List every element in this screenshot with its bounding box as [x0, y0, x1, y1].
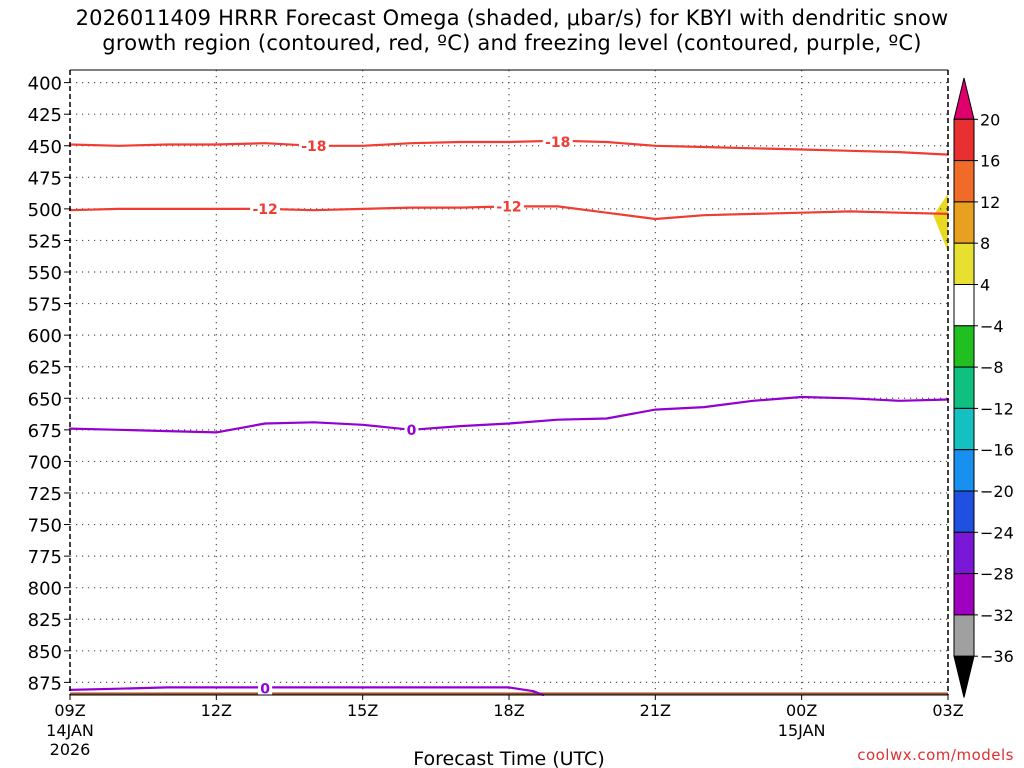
x-tick-label: 18Z [493, 701, 524, 720]
x-tick-label: 15Z [347, 701, 378, 720]
y-tick-label: 525 [28, 231, 62, 252]
colorbar-label: −24 [980, 523, 1014, 542]
contour-label-bg [298, 137, 329, 154]
colorbar-top-arrow [953, 77, 975, 120]
contour-label: -18 [545, 135, 570, 151]
contour-label: -12 [496, 199, 521, 215]
colorbar-label: 4 [980, 276, 990, 295]
colorbar-segment [953, 366, 975, 409]
y-tick-label: 875 [28, 673, 62, 694]
x-tick-label: 21Z [640, 701, 671, 720]
terrain-layer [70, 692, 948, 695]
x-tick-date-label: 14JAN [46, 721, 94, 740]
colorbar-bottom-arrow [953, 655, 975, 698]
chart-title-line-1: 2026011409 HRRR Forecast Omega (shaded, … [75, 6, 949, 30]
x-tick-label: 03Z [932, 701, 963, 720]
colorbar-label: −36 [980, 647, 1014, 666]
x-tick-label: 09Z [54, 701, 85, 720]
colorbar-layer: 20 16 12 8 4 −4 −8 −12 −16 −20 −24 −28 −32 −36 [953, 77, 1014, 698]
contour-line [68, 395, 950, 434]
y-tick-label: 625 [28, 358, 62, 379]
grid-layer [70, 70, 948, 695]
y-tick-label: 600 [28, 326, 62, 347]
colorbar-segment [953, 407, 975, 451]
contour-label: -12 [252, 202, 277, 218]
colorbar-segment [953, 449, 975, 492]
colorbar-segment [953, 531, 975, 575]
colorbar-label: 8 [980, 234, 990, 253]
y-tick-label: 725 [28, 484, 62, 505]
contour-line [68, 686, 545, 697]
contour-label-bg [542, 133, 573, 150]
terrain-band [70, 692, 948, 695]
x-tick-label: 12Z [201, 701, 232, 720]
colorbar-segment [953, 118, 975, 162]
y-tick-label: 400 [28, 74, 62, 95]
x-tick-label: 00Z [786, 701, 817, 720]
y-tick-label: 775 [28, 547, 62, 568]
y-tick-label: 475 [28, 168, 62, 189]
colorbar-segment [953, 160, 975, 203]
colorbar-segment [953, 490, 975, 533]
contour-label-bg [250, 200, 281, 217]
y-tick-label: 800 [28, 579, 62, 600]
chart-title-line-2: growth region (contoured, red, ºC) and f… [102, 31, 922, 55]
colorbar-label: 16 [980, 152, 1000, 171]
colorbar-segment [953, 325, 975, 368]
omega-shade-patch [933, 193, 948, 252]
contour-label-bg [404, 421, 419, 438]
source-credit: coolwx.com/models [857, 746, 1014, 764]
y-tick-label: 850 [28, 642, 62, 663]
contour-label: 0 [260, 682, 270, 698]
colorbar-label: −12 [980, 399, 1014, 418]
y-tick-label: 450 [28, 137, 62, 158]
colorbar-segment [953, 284, 975, 327]
y-tick-label: 750 [28, 516, 62, 537]
colorbar-segment [953, 614, 975, 657]
chart-title: 2026011409 HRRR Forecast Omega (shaded, … [0, 6, 1024, 56]
axes-layer: 400 425 450 475 500 525 550 575 600 625 650 675 700 7… [28, 69, 964, 759]
colorbar-label: −32 [980, 606, 1014, 625]
colorbar-segment [953, 242, 975, 285]
y-tick-label: 675 [28, 421, 62, 442]
colorbar-label: −16 [980, 441, 1014, 460]
omega-shading-layer [933, 193, 948, 252]
y-tick-label: 825 [28, 610, 62, 631]
colorbar-label: 20 [980, 110, 1000, 129]
contour-label-bg [494, 198, 524, 215]
x-tick-year-label: 2026 [50, 740, 91, 759]
colorbar-segment [953, 573, 975, 616]
colorbar-segment [953, 201, 975, 244]
colorbar-label: 12 [980, 193, 1000, 212]
contour-label: 0 [407, 423, 417, 439]
contour-layer: -18 -18 -12 -12 0 0 [68, 133, 950, 698]
y-tick-label: 575 [28, 295, 62, 316]
x-tick-date-label: 15JAN [778, 721, 826, 740]
y-tick-label: 500 [28, 200, 62, 221]
x-axis-label: Forecast Time (UTC) [413, 748, 604, 768]
contour-line [68, 139, 950, 156]
colorbar-label: −20 [980, 482, 1014, 501]
y-tick-label: 700 [28, 452, 62, 473]
y-tick-label: 650 [28, 389, 62, 410]
colorbar-label: −28 [980, 565, 1014, 584]
contour-label-bg [258, 680, 273, 697]
colorbar-label: −8 [980, 358, 1004, 377]
y-tick-label: 425 [28, 105, 62, 126]
colorbar-label: −4 [980, 317, 1004, 336]
y-tick-label: 550 [28, 263, 62, 284]
contour-label: -18 [301, 139, 326, 155]
